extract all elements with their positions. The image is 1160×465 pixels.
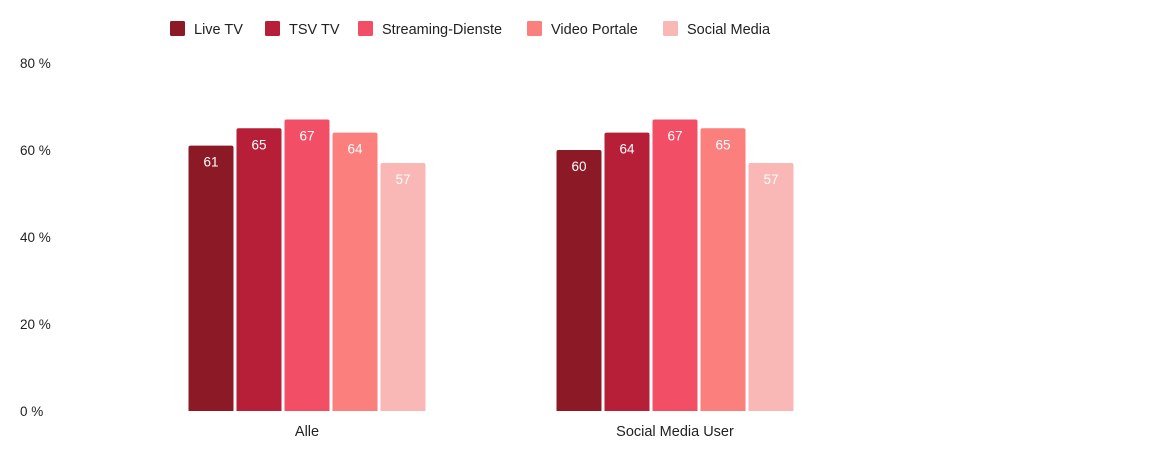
y-tick-label: 20 % (20, 317, 51, 332)
x-tick-label: Alle (295, 424, 319, 440)
legend-label: Streaming-Dienste (382, 22, 502, 38)
bar (700, 128, 746, 411)
y-tick-label: 80 % (20, 56, 51, 71)
bar (604, 132, 650, 411)
legend-item: Video Portale (527, 21, 638, 38)
bar-value-label: 65 (715, 137, 730, 152)
y-tick-label: 40 % (20, 230, 51, 245)
legend-item: Live TV (170, 21, 243, 38)
bar-value-label: 57 (395, 172, 410, 187)
bar (652, 119, 698, 412)
x-axis: Alle Social Media User (295, 424, 734, 440)
bar-value-label: 64 (619, 142, 635, 157)
legend-item: Streaming-Dienste (358, 21, 502, 38)
bar (236, 128, 282, 411)
legend-swatch (265, 21, 280, 36)
legend: Live TV TSV TV Streaming-Dienste Video Port… (170, 21, 771, 38)
bar-value-label: 57 (763, 172, 778, 187)
bar (188, 145, 234, 411)
bar-group: 60 64 67 65 57 (556, 119, 794, 412)
y-tick-label: 0 % (20, 404, 43, 419)
bar (380, 163, 426, 411)
legend-swatch (663, 21, 678, 36)
bar-value-label: 60 (571, 159, 586, 174)
legend-item: Social Media (663, 21, 771, 38)
x-tick-label: Social Media User (616, 424, 734, 440)
legend-item: TSV TV (265, 21, 340, 38)
bar (284, 119, 330, 412)
bar-value-label: 67 (299, 129, 314, 144)
bar (748, 163, 794, 411)
legend-label: Live TV (194, 22, 243, 38)
legend-label: TSV TV (289, 22, 340, 38)
legend-swatch (170, 21, 185, 36)
bar-value-label: 64 (347, 142, 363, 157)
y-tick-label: 60 % (20, 143, 51, 158)
legend-swatch (358, 21, 373, 36)
bar-value-label: 65 (251, 137, 266, 152)
bars: 61 65 67 64 57 60 64 67 65 57 (188, 119, 794, 412)
legend-swatch (527, 21, 542, 36)
legend-label: Social Media (687, 22, 771, 38)
bar (332, 132, 378, 411)
bar-group: 61 65 67 64 57 (188, 119, 426, 412)
bar-value-label: 67 (667, 129, 682, 144)
legend-label: Video Portale (551, 22, 638, 38)
y-axis: 0 % 20 % 40 % 60 % 80 % (20, 56, 51, 419)
bar-value-label: 61 (203, 155, 218, 170)
bar (556, 150, 602, 411)
